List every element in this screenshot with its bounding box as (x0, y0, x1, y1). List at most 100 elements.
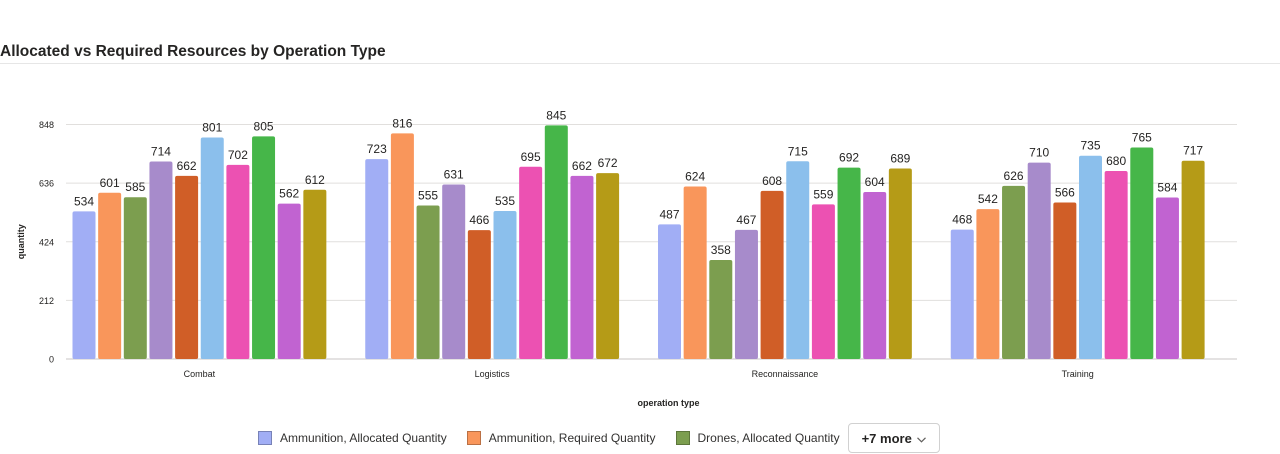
x-tick-label: Reconnaissance (752, 369, 819, 379)
chart-title: Allocated vs Required Resources by Opera… (0, 43, 386, 60)
bar[interactable] (1130, 147, 1154, 359)
bar[interactable] (365, 159, 389, 359)
bar[interactable] (734, 229, 758, 359)
bar[interactable] (888, 168, 912, 359)
bar[interactable] (123, 197, 147, 359)
bar[interactable] (709, 260, 733, 359)
bar[interactable] (1079, 155, 1102, 359)
legend-swatch (675, 431, 690, 445)
legend-swatch (466, 431, 481, 445)
y-tick-label: 212 (39, 296, 54, 306)
data-label: 608 (762, 174, 782, 188)
data-label: 672 (598, 156, 618, 170)
data-label: 562 (279, 187, 299, 201)
bar[interactable] (811, 204, 835, 359)
legend-more-button[interactable]: +7 more (847, 423, 940, 453)
bar[interactable] (786, 161, 810, 359)
bar[interactable] (519, 166, 543, 359)
data-label: 468 (952, 213, 972, 227)
data-label: 714 (151, 145, 171, 159)
data-label: 689 (890, 151, 910, 165)
bar[interactable] (950, 229, 974, 359)
data-label: 534 (74, 194, 94, 208)
data-label: 715 (788, 144, 808, 158)
legend-swatch (258, 431, 272, 445)
title-divider (0, 63, 1280, 64)
bar[interactable] (570, 175, 594, 359)
bar[interactable] (442, 184, 466, 359)
data-label: 717 (1183, 144, 1203, 158)
bar[interactable] (1053, 202, 1077, 359)
bar[interactable] (683, 186, 707, 359)
x-tick-label: Combat (184, 369, 216, 379)
data-label: 735 (1080, 139, 1100, 153)
data-label: 487 (659, 207, 679, 221)
data-label: 805 (254, 119, 274, 133)
legend-item[interactable]: Ammunition, Required Quantity (466, 431, 656, 445)
bar[interactable] (303, 189, 327, 359)
bar[interactable] (277, 203, 301, 359)
data-label: 801 (202, 120, 222, 134)
data-label: 680 (1106, 154, 1126, 168)
data-label: 702 (228, 148, 248, 162)
data-label: 555 (418, 189, 438, 203)
legend-item[interactable]: Drones, Allocated Quantity (675, 431, 840, 445)
bar[interactable] (1181, 160, 1205, 359)
legend-label: Ammunition, Allocated Quantity (280, 431, 447, 445)
data-label: 585 (125, 180, 145, 194)
bar[interactable] (226, 164, 250, 359)
bar[interactable] (493, 211, 517, 359)
data-label: 662 (177, 159, 197, 173)
bar[interactable] (658, 224, 681, 359)
bar[interactable] (98, 192, 122, 359)
data-label: 601 (100, 176, 120, 190)
data-label: 466 (469, 213, 489, 227)
chevron-down-icon (916, 431, 926, 446)
bar[interactable] (760, 190, 784, 359)
data-label: 816 (392, 116, 412, 130)
legend-more-label: +7 more (861, 430, 912, 446)
data-label: 612 (305, 173, 325, 187)
y-tick-label: 424 (39, 237, 54, 247)
bar[interactable] (1027, 162, 1051, 359)
bar[interactable] (1002, 185, 1026, 359)
bar[interactable] (976, 209, 1000, 359)
y-axis-label: quantity (16, 224, 26, 259)
bar[interactable] (200, 137, 224, 359)
bar[interactable] (149, 161, 173, 359)
bar[interactable] (416, 205, 440, 359)
bar[interactable] (252, 136, 276, 359)
data-label: 559 (813, 187, 833, 201)
legend-item[interactable]: Ammunition, Allocated Quantity (258, 431, 447, 445)
bar[interactable] (467, 230, 491, 359)
bar[interactable] (390, 133, 414, 359)
data-label: 662 (572, 159, 592, 173)
data-label: 467 (736, 213, 756, 227)
y-tick-label: 0 (49, 355, 54, 365)
x-axis-label: operation type (637, 398, 699, 408)
data-label: 765 (1132, 130, 1152, 144)
x-tick-label: Logistics (475, 369, 511, 379)
bar[interactable] (1104, 170, 1128, 359)
bar-chart: 0 212 424 636 848 quantity operation type Comba… (16, 108, 1237, 408)
legend-label: Drones, Allocated Quantity (697, 431, 840, 445)
bar[interactable] (1155, 197, 1179, 359)
data-label: 631 (444, 168, 464, 182)
data-label: 566 (1055, 185, 1075, 199)
bar[interactable] (175, 175, 199, 359)
data-label: 624 (685, 169, 705, 183)
bar[interactable] (596, 173, 620, 359)
bar[interactable] (544, 125, 568, 360)
x-tick-label: Training (1062, 369, 1094, 379)
data-label: 692 (839, 151, 859, 165)
y-tick-label: 636 (39, 179, 54, 189)
y-tick-label: 848 (39, 120, 54, 130)
bar[interactable] (837, 167, 861, 359)
data-label: 723 (367, 142, 387, 156)
data-label: 845 (546, 108, 566, 122)
data-label: 542 (978, 192, 998, 206)
bar[interactable] (863, 191, 887, 359)
data-label: 695 (521, 150, 541, 164)
data-label: 535 (495, 194, 515, 208)
bar[interactable] (72, 211, 96, 359)
